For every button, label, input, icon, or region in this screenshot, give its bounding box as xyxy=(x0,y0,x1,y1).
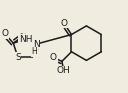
Text: S: S xyxy=(15,53,21,62)
Text: OH: OH xyxy=(57,66,71,75)
Text: O: O xyxy=(50,53,57,62)
Text: O: O xyxy=(60,19,67,28)
Text: NH: NH xyxy=(19,35,33,44)
Text: H: H xyxy=(31,47,37,56)
Text: O: O xyxy=(1,29,8,38)
Text: N: N xyxy=(33,40,40,49)
